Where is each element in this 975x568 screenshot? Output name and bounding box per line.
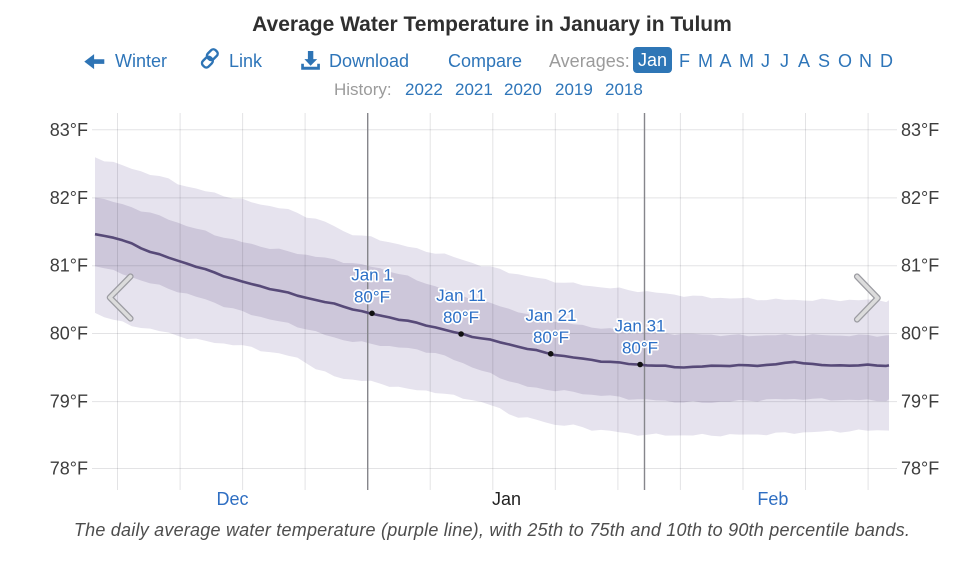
svg-text:Dec: Dec	[216, 489, 248, 509]
svg-text:Jan 1: Jan 1	[351, 265, 393, 284]
svg-text:80°F: 80°F	[50, 324, 88, 344]
svg-text:78°F: 78°F	[901, 459, 939, 479]
svg-text:79°F: 79°F	[50, 392, 88, 412]
svg-text:Jan 21: Jan 21	[525, 306, 576, 325]
svg-text:80°F: 80°F	[354, 287, 390, 306]
svg-text:Jan 31: Jan 31	[614, 317, 665, 336]
svg-text:Jan: Jan	[492, 489, 521, 509]
svg-text:79°F: 79°F	[901, 392, 939, 412]
svg-text:80°F: 80°F	[533, 328, 569, 347]
svg-text:80°F: 80°F	[622, 339, 658, 358]
svg-text:80°F: 80°F	[443, 308, 479, 327]
svg-text:80°F: 80°F	[354, 287, 390, 306]
svg-text:80°F: 80°F	[622, 339, 658, 358]
svg-text:82°F: 82°F	[50, 188, 88, 208]
svg-text:80°F: 80°F	[901, 324, 939, 344]
svg-text:78°F: 78°F	[50, 459, 88, 479]
svg-text:Jan 1: Jan 1	[351, 265, 393, 284]
svg-text:83°F: 83°F	[50, 120, 88, 140]
svg-text:Feb: Feb	[757, 489, 788, 509]
svg-text:Jan 21: Jan 21	[525, 306, 576, 325]
svg-text:Jan 11: Jan 11	[436, 286, 486, 305]
svg-text:83°F: 83°F	[901, 120, 939, 140]
svg-text:80°F: 80°F	[443, 308, 479, 327]
svg-text:81°F: 81°F	[50, 256, 88, 276]
svg-text:80°F: 80°F	[533, 328, 569, 347]
svg-text:Jan 11: Jan 11	[436, 286, 486, 305]
svg-text:Jan 31: Jan 31	[614, 317, 665, 336]
svg-text:81°F: 81°F	[901, 256, 939, 276]
svg-text:82°F: 82°F	[901, 188, 939, 208]
